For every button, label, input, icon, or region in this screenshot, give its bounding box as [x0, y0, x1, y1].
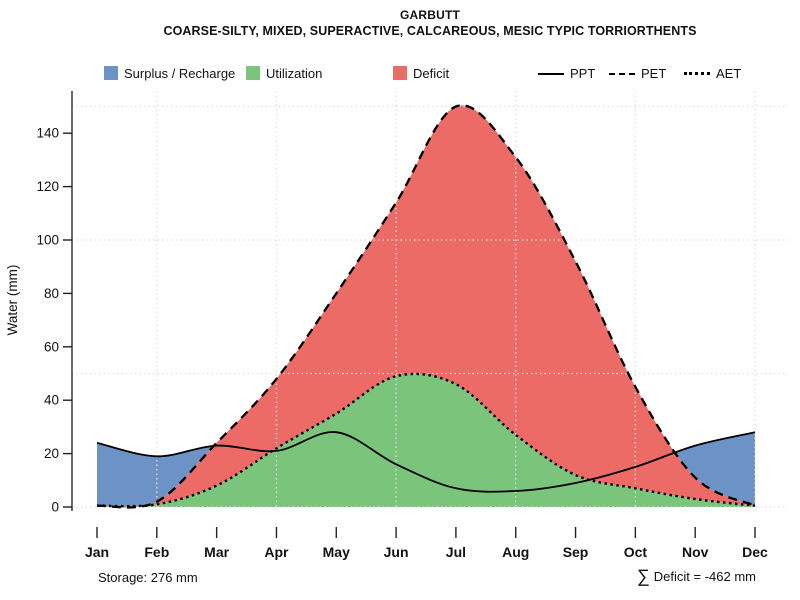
month-label: Jun	[384, 544, 409, 560]
deficit-sum-annotation: ∑ Deficit = -462 mm	[637, 567, 756, 585]
month-label: Dec	[742, 544, 768, 560]
y-tick-label: 40	[44, 393, 59, 408]
aet-line	[96, 372, 756, 508]
legend-item-deficit: Deficit	[393, 65, 449, 81]
chart-title: GARBUTT	[399, 8, 461, 22]
y-axis-title: Water (mm)	[5, 265, 20, 336]
legend-item-aet: AET	[684, 65, 741, 81]
deficit-swatch	[393, 66, 407, 80]
legend-item-surplus: Surplus / Recharge	[104, 65, 235, 81]
month-label: Sep	[563, 544, 589, 560]
y-tick-label: 120	[36, 179, 59, 194]
legend-label-surplus: Surplus / Recharge	[124, 65, 236, 81]
y-tick-label: 20	[44, 446, 59, 461]
month-label: Jan	[85, 544, 109, 560]
month-label: Apr	[264, 544, 289, 560]
month-label: Nov	[682, 544, 709, 560]
surplus-swatch	[104, 66, 118, 80]
y-tick-label: 0	[51, 500, 59, 515]
legend-item-utilization: Utilization	[246, 65, 322, 81]
legend-label-utilization: Utilization	[266, 65, 323, 81]
utilization-fill	[97, 373, 755, 507]
deficit-fill	[97, 105, 755, 508]
aet-line-sample-icon	[684, 72, 710, 75]
y-tick-label: 60	[44, 339, 59, 354]
y-tick-label: 100	[36, 233, 59, 248]
utilization-swatch	[246, 66, 260, 80]
legend-label-aet: AET	[716, 65, 742, 81]
pet-line	[96, 104, 756, 509]
legend-label-deficit: Deficit	[413, 65, 450, 81]
legend-label-ppt: PPT	[570, 65, 596, 81]
month-label: Jul	[446, 544, 466, 560]
ppt-line-sample-icon	[538, 72, 564, 75]
y-tick-label: 80	[44, 286, 59, 301]
month-label: May	[323, 544, 350, 560]
sigma-icon: ∑	[636, 566, 650, 586]
y-tick-label: 140	[36, 126, 59, 141]
storage-annotation: Storage: 276 mm	[98, 570, 198, 585]
legend-label-pet: PET	[641, 65, 667, 81]
deficit-sum-text: Deficit = -462 mm	[653, 568, 756, 584]
legend-item-ppt: PPT	[538, 65, 595, 81]
chart-subtitle: COARSE-SILTY, MIXED, SUPERACTIVE, CALCAR…	[163, 24, 697, 38]
pet-line-sample-icon	[609, 72, 635, 75]
legend-item-pet: PET	[609, 65, 666, 81]
month-label: Aug	[502, 544, 529, 560]
month-label: Feb	[144, 544, 169, 560]
month-label: Mar	[204, 544, 229, 560]
month-label: Oct	[624, 544, 648, 560]
